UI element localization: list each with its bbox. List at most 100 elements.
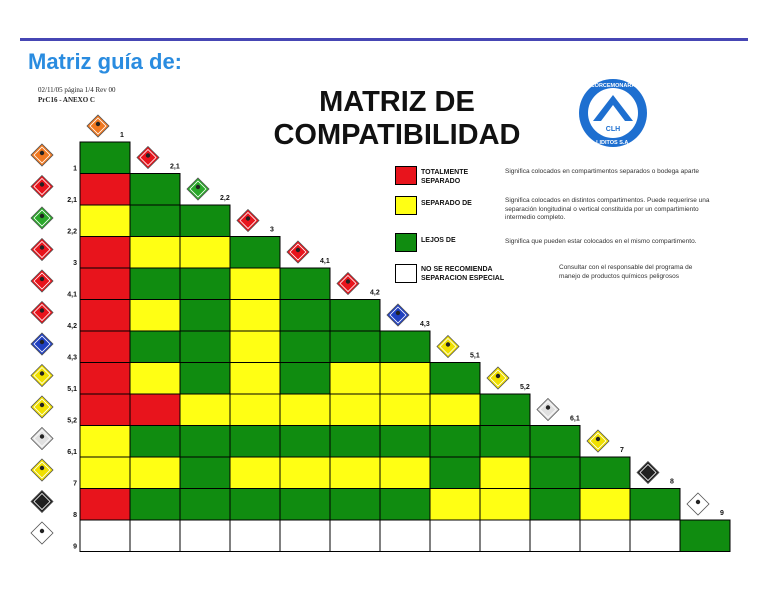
column-nonflammable-gas-diamond-icon — [186, 177, 210, 201]
matrix-cell-4-1-4-1 — [279, 267, 331, 300]
row-label-7: 7 — [73, 481, 77, 488]
matrix-cell-9-6-1 — [529, 519, 581, 552]
row-organic-peroxide-diamond-icon-symbol — [39, 402, 45, 408]
matrix-cell-9-4-1 — [279, 519, 331, 552]
matrix-cell-7-2-2 — [179, 456, 231, 489]
row-dangerous-when-wet-diamond-icon — [30, 332, 54, 356]
matrix-cell-6-1-2-1 — [129, 425, 181, 458]
row-flammable-solid-diamond-icon-symbol — [39, 276, 45, 282]
row-flammable-liquid-diamond-icon — [30, 237, 54, 262]
matrix-cell-5-2-5-1 — [429, 393, 481, 426]
column-oxidizer-diamond-icon-symbol — [445, 342, 451, 347]
matrix-cell-7-7 — [579, 456, 631, 489]
row-label-3: 3 — [73, 260, 77, 267]
matrix-cell-6-1-6-1 — [529, 425, 581, 458]
row-label-9: 9 — [73, 544, 77, 551]
matrix-cell-9-5-2 — [479, 519, 531, 552]
matrix-cell-6-1-5-1 — [429, 425, 481, 458]
column-radioactive-diamond-icon-symbol — [595, 436, 601, 442]
matrix-cell-8-2-1 — [129, 488, 181, 521]
legend-swatch-yellow — [395, 196, 417, 215]
row-flammable-gas-diamond-icon-symbol — [39, 182, 45, 187]
matrix-cell-5-1-4-3 — [379, 362, 431, 395]
matrix-cell-5-1-4-1 — [279, 362, 331, 395]
legend-label-white: NO SE RECOMIENDA SEPARACION ESPECIAL — [421, 266, 505, 282]
column-flammable-liquid-diamond-icon-border — [239, 211, 257, 230]
column-organic-peroxide-diamond-icon-border — [489, 369, 507, 387]
matrix-cell-5-1-4-2 — [329, 362, 381, 395]
document-meta: 02/11/05 página 1/4 Rev 00 PrC16 - ANEXO… — [38, 85, 116, 105]
matrix-cell-5-2-2-2 — [179, 393, 231, 426]
column-miscellaneous-diamond-icon — [686, 492, 710, 516]
column-label-5-2: 5,2 — [520, 384, 530, 391]
legend-label-red: TOTALMENTE SEPARADO — [421, 169, 469, 185]
row-miscellaneous-diamond-icon-border — [33, 524, 51, 542]
column-organic-peroxide-diamond-icon-symbol — [495, 373, 501, 379]
matrix-cell-2-2-2-2 — [179, 204, 231, 237]
matrix-cell-4-3-2-2 — [179, 330, 231, 363]
row-radioactive-diamond-icon-border — [33, 461, 51, 479]
column-nonflammable-gas-diamond-icon-symbol — [195, 184, 201, 190]
matrix-cell-9-4-2 — [329, 519, 381, 552]
matrix-cell-3-1 — [79, 236, 131, 269]
matrix-cell-6-1-5-2 — [479, 425, 531, 458]
column-label-5-1: 5,1 — [470, 353, 480, 360]
column-flammable-solid-diamond-icon-symbol — [295, 247, 301, 253]
column-flammable-gas-diamond-icon — [136, 145, 160, 170]
matrix-cell-4-2-1 — [79, 299, 131, 332]
column-label-7: 7 — [620, 447, 624, 454]
row-oxidizer-diamond-icon-symbol — [39, 371, 45, 376]
column-spontaneous-combustion-diamond-icon-border — [339, 274, 357, 293]
matrix-cell-7-4-1 — [279, 456, 331, 489]
row-label-4-3: 4,3 — [67, 355, 77, 362]
matrix-cell-5-1-2-1 — [129, 362, 181, 395]
matrix-cell-6-1-1 — [79, 425, 131, 458]
matrix-cell-9-9 — [679, 519, 731, 552]
column-dangerous-when-wet-diamond-icon-symbol — [395, 310, 401, 316]
seal-mid-text: CLH — [606, 126, 620, 133]
matrix-cell-9-8 — [629, 519, 681, 552]
matrix-cell-5-2-1 — [79, 393, 131, 426]
matrix-cell-2-2-1 — [79, 204, 131, 237]
row-flammable-liquid-diamond-icon-border — [33, 240, 51, 259]
company-seal-icon: CLH CORCEMONARA LIDITOS S.A. — [579, 79, 647, 147]
matrix-cell-4-3-3 — [229, 330, 281, 363]
column-spontaneous-combustion-diamond-icon — [336, 271, 360, 296]
legend-swatch-white — [395, 264, 417, 283]
legend-desc-yellow: Significa colocados en distintos compart… — [505, 197, 710, 221]
title-line-2: COMPATIBILIDAD — [273, 119, 521, 151]
matrix-cell-7-5-2 — [479, 456, 531, 489]
meta-code: PrC16 - ANEXO C — [38, 96, 95, 104]
matrix-cell-5-1-1 — [79, 362, 131, 395]
row-nonflammable-gas-diamond-icon-border — [33, 209, 51, 227]
row-organic-peroxide-diamond-icon-border — [33, 398, 51, 416]
column-miscellaneous-diamond-icon-symbol — [695, 499, 701, 505]
matrix-cell-4-1-1 — [79, 267, 131, 300]
column-label-8: 8 — [670, 479, 674, 486]
row-spontaneous-combustion-diamond-icon-symbol — [39, 308, 45, 313]
matrix-cell-5-2-4-2 — [329, 393, 381, 426]
matrix-cell-9-1 — [79, 519, 131, 552]
legend-swatch-green — [395, 233, 417, 252]
matrix-cell-8-4-1 — [279, 488, 331, 521]
matrix-cell-8-3 — [229, 488, 281, 521]
row-flammable-liquid-diamond-icon-symbol — [39, 245, 45, 250]
matrix-cell-4-1-3 — [229, 267, 281, 300]
column-dangerous-when-wet-diamond-icon — [386, 303, 410, 327]
matrix-cell-8-2-2 — [179, 488, 231, 521]
matrix-cell-9-2-2 — [179, 519, 231, 552]
matrix-cell-5-1-2-2 — [179, 362, 231, 395]
column-label-6-1: 6,1 — [570, 416, 580, 423]
column-explosive-diamond-icon — [86, 114, 110, 138]
row-flammable-solid-diamond-icon — [30, 269, 54, 293]
matrix-cell-5-2-4-1 — [279, 393, 331, 426]
matrix-cell-8-4-3 — [379, 488, 431, 521]
matrix-cell-4-3-1 — [79, 330, 131, 363]
matrix-cell-1-1 — [79, 141, 131, 174]
matrix-cell-3-2-2 — [179, 236, 231, 269]
legend-desc-green: Significa que pueden estar colocados en … — [505, 238, 697, 245]
row-nonflammable-gas-diamond-icon-symbol — [39, 213, 45, 219]
column-corrosive-diamond-icon-border — [639, 463, 657, 482]
row-label-4-2: 4,2 — [67, 323, 77, 330]
column-explosive-diamond-icon-border — [89, 117, 107, 135]
